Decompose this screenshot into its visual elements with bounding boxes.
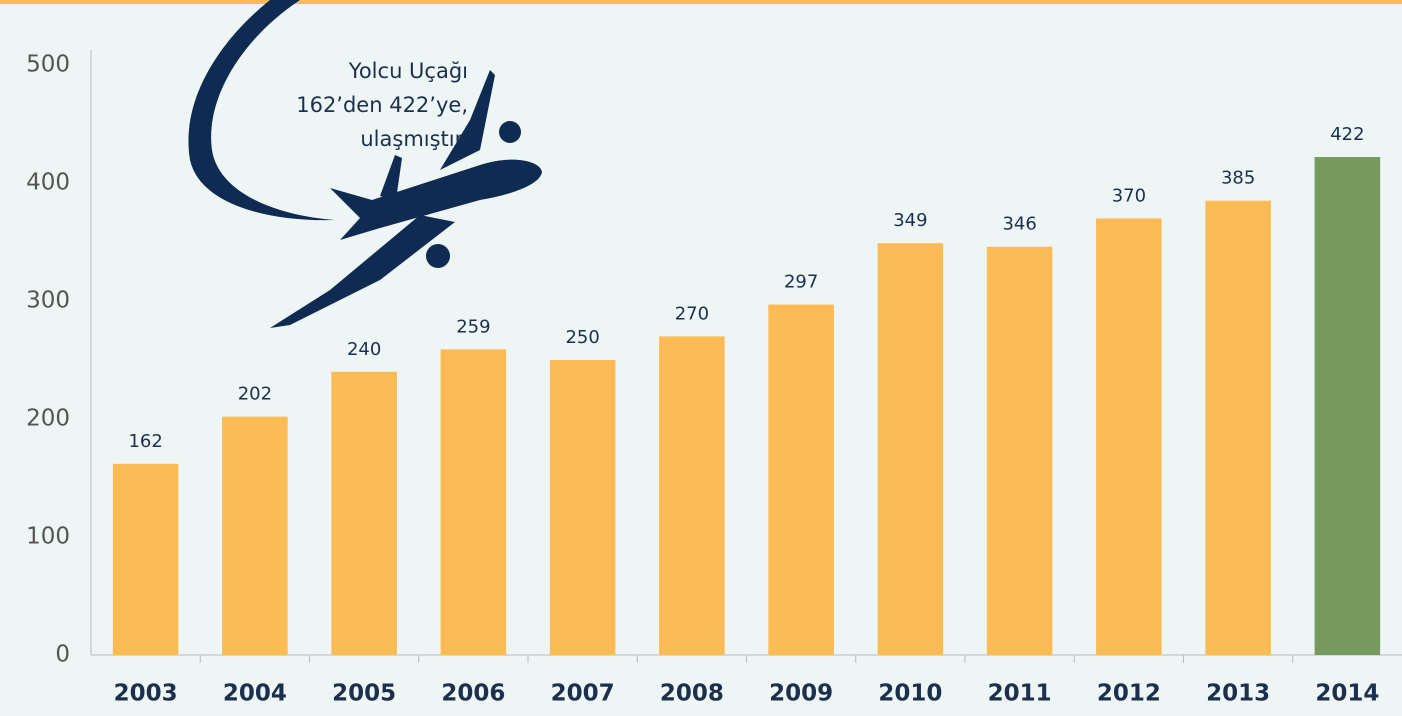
- y-tick-label: 400: [26, 170, 70, 196]
- value-label: 162: [128, 431, 162, 452]
- value-label: 259: [456, 316, 490, 337]
- x-tick-label: 2006: [441, 681, 505, 707]
- y-tick-label: 100: [26, 524, 70, 550]
- value-label: 202: [238, 384, 272, 405]
- bar: [112, 463, 179, 655]
- annotation: 162’den 422’ye,: [296, 93, 468, 117]
- plane-body: [330, 159, 542, 240]
- value-label: 370: [1112, 185, 1146, 206]
- bar: [222, 416, 288, 655]
- x-tick-label: 2010: [878, 681, 942, 707]
- bar: [331, 371, 397, 655]
- bar: [986, 246, 1053, 655]
- x-tick-label: 2014: [1315, 681, 1379, 707]
- value-label: 240: [347, 339, 381, 360]
- bar: [877, 243, 944, 655]
- engine-bottom: [426, 244, 450, 268]
- swoosh: [188, 0, 335, 221]
- x-tick-label: 2007: [551, 681, 615, 707]
- value-label: 349: [893, 210, 927, 231]
- x-tick-label: 2011: [988, 681, 1052, 707]
- annotation: ulaşmıştır.: [360, 127, 468, 151]
- top-border: [0, 0, 1402, 4]
- tail-fin: [380, 155, 402, 200]
- x-tick-label: 2009: [769, 681, 833, 707]
- x-tick-label: 2003: [114, 681, 178, 707]
- y-tick-label: 200: [26, 406, 70, 432]
- value-label: 385: [1221, 168, 1255, 189]
- value-label: 250: [565, 327, 599, 348]
- value-label: 297: [784, 272, 818, 293]
- bar: [440, 349, 507, 655]
- y-tick-label: 0: [55, 642, 70, 668]
- bar: [768, 304, 834, 655]
- y-tick-label: 500: [26, 52, 70, 78]
- plane-wing-bottom: [270, 215, 455, 328]
- x-tick-label: 2004: [223, 681, 287, 707]
- y-tick-label: 300: [26, 288, 70, 314]
- value-label: 270: [675, 303, 709, 324]
- annotation: Yolcu Uçağı: [348, 59, 468, 83]
- plane-wing-top: [440, 70, 495, 170]
- airplane: [188, 0, 542, 328]
- x-tick-label: 2005: [332, 681, 396, 707]
- bar: [1205, 200, 1271, 655]
- x-tick-label: 2012: [1097, 681, 1161, 707]
- bar: [549, 360, 616, 655]
- bar: [1096, 218, 1162, 655]
- x-tick-label: 2008: [660, 681, 724, 707]
- x-tick-label: 2013: [1206, 681, 1270, 707]
- value-label: 346: [1002, 214, 1036, 235]
- bar: [659, 336, 725, 655]
- value-label: 422: [1330, 124, 1364, 145]
- engine-top: [499, 121, 521, 143]
- bar: [1314, 157, 1381, 656]
